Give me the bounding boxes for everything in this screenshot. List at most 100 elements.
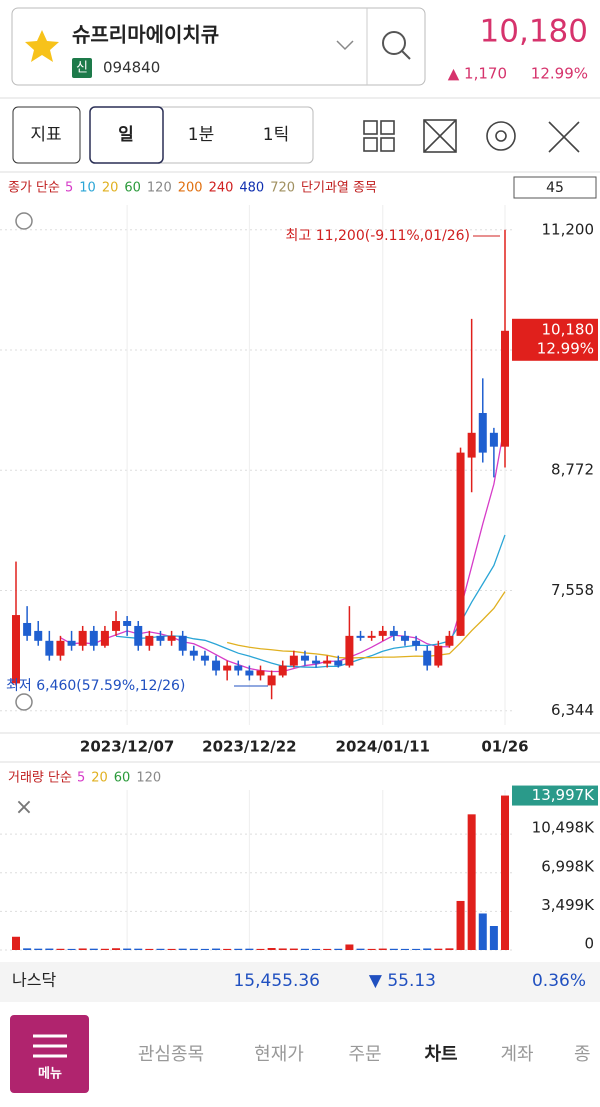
legend-item: 60: [114, 771, 131, 786]
candle-body: [123, 621, 132, 626]
zoom-in-icon[interactable]: [15, 212, 33, 230]
legend-item: 120: [147, 181, 172, 196]
volume-bar: [378, 948, 387, 950]
legend-item: 480: [239, 181, 264, 196]
volume-bar: [212, 948, 221, 950]
period-button[interactable]: [89, 106, 164, 164]
menu-button[interactable]: [10, 1015, 89, 1093]
legend-item: 20: [102, 181, 119, 196]
y-tick-label: 6,998K: [541, 857, 595, 875]
volume-bar: [123, 948, 132, 950]
volume-bar: [45, 948, 54, 950]
volume-bar: [145, 948, 154, 950]
volume-bar: [178, 948, 187, 950]
candle-body: [67, 640, 76, 646]
expand-icon[interactable]: [423, 119, 457, 153]
legend-item: 5: [65, 181, 73, 196]
volume-bar: [300, 948, 309, 950]
nav-item[interactable]: 현재가: [254, 1044, 304, 1065]
indicator-label: 지표: [30, 125, 61, 145]
volume-bar: [189, 948, 198, 950]
tool-icons: [363, 119, 580, 153]
star-icon[interactable]: [25, 30, 59, 62]
volume-bar: [478, 913, 487, 950]
candle-body: [245, 670, 254, 676]
volume-bar: [167, 948, 176, 950]
x-tick-label: 2024/01/11: [336, 738, 430, 756]
x-tick-label: 01/26: [481, 738, 528, 756]
volume-bar: [456, 900, 465, 950]
legend-item: 10: [79, 181, 96, 196]
high-note: 최고 11,200(-9.11%,01/26): [286, 228, 470, 244]
nav-item[interactable]: 종: [574, 1044, 591, 1065]
index-value: 15,455.36: [233, 971, 320, 991]
expand-icon: [423, 119, 457, 153]
nav-item[interactable]: 관심종목: [138, 1044, 204, 1065]
badge: 신: [76, 61, 88, 76]
y-tick-label: 11,200: [542, 220, 595, 238]
settings-icon[interactable]: [486, 121, 516, 151]
zoom-out-icon[interactable]: [15, 693, 33, 711]
volume-bar: [489, 926, 498, 950]
volume-bar: [23, 948, 32, 950]
index-bar: [0, 962, 600, 1002]
settings-icon: [495, 130, 507, 142]
moving-average: [115, 534, 506, 669]
layout-icon[interactable]: [363, 120, 378, 135]
volume-bar: [89, 948, 98, 950]
stock-box[interactable]: [11, 7, 426, 86]
layout-icon: [380, 120, 395, 135]
count-box[interactable]: [513, 176, 597, 199]
candle-body: [34, 630, 43, 641]
volume-bar: [467, 814, 476, 950]
volume-bar: [134, 948, 143, 950]
nav-item[interactable]: 주문: [348, 1044, 381, 1065]
volume-bar: [400, 948, 409, 950]
volume-tag-label: 13,997K: [532, 786, 595, 804]
volume-bar: [78, 948, 87, 950]
volume-bar: [100, 948, 109, 950]
nav-item[interactable]: 계좌: [500, 1044, 533, 1065]
candle-body: [189, 650, 198, 656]
moving-average: [227, 591, 506, 659]
candle-body: [234, 665, 243, 671]
nav-item[interactable]: 차트: [424, 1044, 457, 1065]
period-label[interactable]: 1틱: [263, 125, 289, 145]
volume-bar: [356, 948, 365, 950]
current-pct: 12.99%: [537, 339, 594, 357]
volume-bar: [156, 948, 165, 950]
volume-bar: [334, 948, 343, 950]
candle-body: [178, 635, 187, 651]
index-pct: 0.36%: [532, 971, 586, 991]
search-icon[interactable]: [382, 31, 406, 55]
volume-bar: [234, 948, 243, 950]
candle-body: [467, 432, 476, 458]
close-icon[interactable]: ×: [15, 795, 33, 820]
candle-body: [78, 630, 87, 646]
count: 45: [546, 180, 564, 196]
candle-body: [256, 670, 265, 676]
volume-bar: [289, 948, 298, 950]
menu-label: 메뉴: [38, 1067, 62, 1082]
badge-bg: [72, 58, 92, 78]
volume-bar: [312, 948, 321, 950]
candle-body: [489, 432, 498, 447]
candle-body: [223, 665, 232, 671]
volume-bar: [12, 936, 20, 950]
y-tick-label: 7,558: [551, 581, 594, 599]
legend-item: 120: [136, 771, 161, 786]
index-name: 나스닥: [12, 971, 56, 990]
candle-body: [300, 655, 309, 661]
candle-body: [89, 630, 98, 646]
indicator-button[interactable]: [12, 106, 81, 164]
volume-bar: [256, 948, 265, 950]
y-tick-label: 6,344: [551, 701, 594, 719]
legend-item: 5: [77, 771, 85, 786]
volume-bar: [67, 948, 76, 950]
period-label[interactable]: 1분: [188, 125, 214, 145]
stock-code: 094840: [103, 59, 160, 77]
current-price: 10,180: [542, 320, 595, 338]
candle-body: [423, 650, 432, 666]
dropdown-icon[interactable]: [336, 40, 354, 51]
y-tick-label: 0: [584, 935, 594, 953]
